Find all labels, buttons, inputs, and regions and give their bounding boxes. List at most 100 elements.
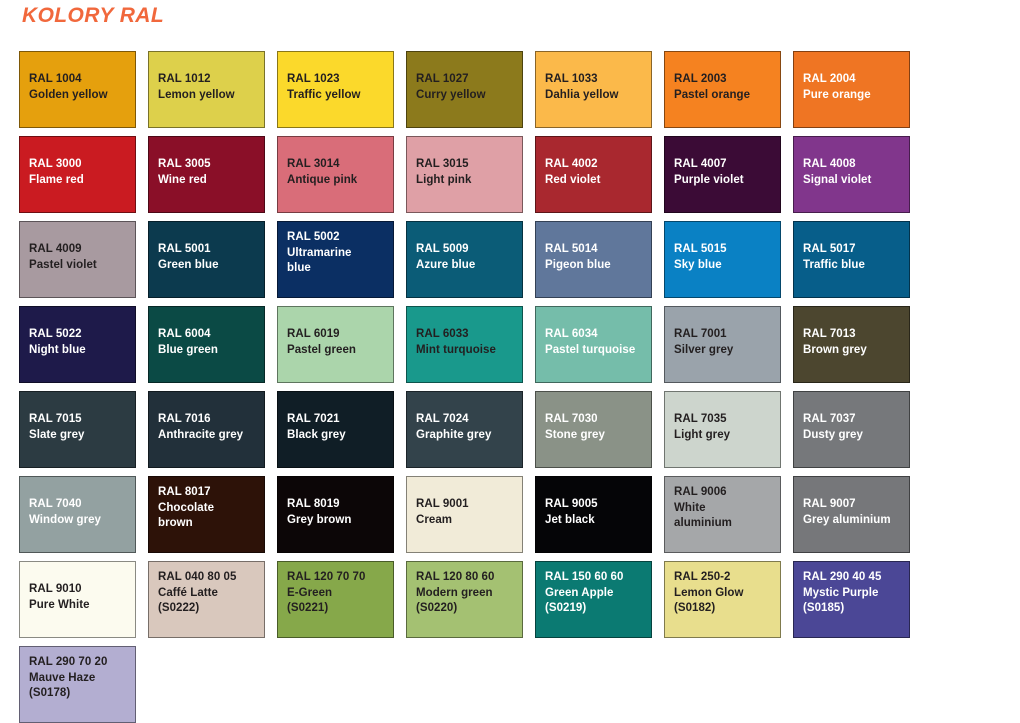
swatch-name: Traffic blue bbox=[803, 258, 865, 271]
swatch-reference-code: (S0221) bbox=[287, 602, 329, 614]
color-swatch[interactable]: RAL 6033 Mint turquoise bbox=[406, 306, 523, 383]
swatch-code: RAL 1023 bbox=[287, 73, 340, 85]
swatch-name: Dahlia yellow bbox=[545, 88, 619, 101]
color-swatch[interactable]: RAL 120 80 60 Modern green (S0220) bbox=[406, 561, 523, 638]
swatch-code: RAL 9010 bbox=[29, 583, 82, 595]
swatch-reference-code: (S0222) bbox=[158, 602, 200, 614]
color-swatch[interactable]: RAL 5002 Ultramarine blue bbox=[277, 221, 394, 298]
color-swatch[interactable]: RAL 120 70 70 E-Green (S0221) bbox=[277, 561, 394, 638]
swatch-code: RAL 6019 bbox=[287, 328, 340, 340]
color-swatch[interactable]: RAL 290 40 45 Mystic Purple (S0185) bbox=[793, 561, 910, 638]
color-swatch[interactable]: RAL 1012 Lemon yellow bbox=[148, 51, 265, 128]
color-swatch[interactable]: RAL 6004 Blue green bbox=[148, 306, 265, 383]
color-swatch[interactable]: RAL 7024 Graphite grey bbox=[406, 391, 523, 468]
color-swatch[interactable]: RAL 5015 Sky blue bbox=[664, 221, 781, 298]
color-swatch[interactable]: RAL 9006 White aluminium bbox=[664, 476, 781, 553]
swatch-code: RAL 7001 bbox=[674, 328, 727, 340]
color-swatch[interactable]: RAL 7030 Stone grey bbox=[535, 391, 652, 468]
swatch-name: Chocolate brown bbox=[158, 501, 215, 530]
swatch-reference-code: (S0182) bbox=[674, 602, 716, 614]
color-swatch[interactable]: RAL 250-2 Lemon Glow (S0182) bbox=[664, 561, 781, 638]
swatch-name: Red violet bbox=[545, 173, 601, 186]
color-swatch[interactable]: RAL 8019 Grey brown bbox=[277, 476, 394, 553]
swatch-code: RAL 9001 bbox=[416, 498, 469, 510]
swatch-name: Curry yellow bbox=[416, 88, 486, 101]
swatch-name: Flame red bbox=[29, 173, 84, 186]
color-swatch[interactable]: RAL 2003 Pastel orange bbox=[664, 51, 781, 128]
color-swatch[interactable]: RAL 8017 Chocolate brown bbox=[148, 476, 265, 553]
swatch-name: Slate grey bbox=[29, 428, 85, 441]
color-swatch[interactable]: RAL 5017 Traffic blue bbox=[793, 221, 910, 298]
swatch-code: RAL 2004 bbox=[803, 73, 856, 85]
color-swatch[interactable]: RAL 3005 Wine red bbox=[148, 136, 265, 213]
color-swatch[interactable]: RAL 1033 Dahlia yellow bbox=[535, 51, 652, 128]
color-swatch[interactable]: RAL 1023 Traffic yellow bbox=[277, 51, 394, 128]
swatch-name: Black grey bbox=[287, 428, 346, 441]
swatch-code: RAL 4007 bbox=[674, 158, 727, 170]
swatch-name: Pastel turquoise bbox=[545, 343, 636, 356]
color-swatch[interactable]: RAL 7013 Brown grey bbox=[793, 306, 910, 383]
color-swatch[interactable]: RAL 1004 Golden yellow bbox=[19, 51, 136, 128]
color-swatch[interactable]: RAL 7021 Black grey bbox=[277, 391, 394, 468]
page-title: KOLORY RAL bbox=[22, 4, 165, 27]
swatch-code: RAL 3014 bbox=[287, 158, 340, 170]
color-swatch[interactable]: RAL 4009 Pastel violet bbox=[19, 221, 136, 298]
swatch-reference-code: (S0178) bbox=[29, 687, 71, 699]
color-swatch[interactable]: RAL 5022 Night blue bbox=[19, 306, 136, 383]
color-swatch[interactable]: RAL 5009 Azure blue bbox=[406, 221, 523, 298]
color-swatch[interactable]: RAL 9007 Grey aluminium bbox=[793, 476, 910, 553]
color-swatch[interactable]: RAL 7040 Window grey bbox=[19, 476, 136, 553]
swatch-code: RAL 1027 bbox=[416, 73, 469, 85]
swatch-code: RAL 7040 bbox=[29, 498, 82, 510]
swatch-name: Ultramarine blue bbox=[287, 246, 352, 275]
swatch-name: Pigeon blue bbox=[545, 258, 611, 271]
color-swatch[interactable]: RAL 7037 Dusty grey bbox=[793, 391, 910, 468]
swatch-name: Mystic Purple bbox=[803, 586, 879, 599]
swatch-code: RAL 120 80 60 bbox=[416, 571, 495, 583]
swatch-code: RAL 7016 bbox=[158, 413, 211, 425]
swatch-code: RAL 2003 bbox=[674, 73, 727, 85]
swatch-code: RAL 5001 bbox=[158, 243, 211, 255]
swatch-name: Golden yellow bbox=[29, 88, 108, 101]
swatch-name: Silver grey bbox=[674, 343, 734, 356]
color-swatch[interactable]: RAL 3015 Light pink bbox=[406, 136, 523, 213]
swatch-code: RAL 7024 bbox=[416, 413, 469, 425]
color-swatch[interactable]: RAL 5001 Green blue bbox=[148, 221, 265, 298]
color-swatch[interactable]: RAL 1027 Curry yellow bbox=[406, 51, 523, 128]
color-swatch[interactable]: RAL 7016 Anthracite grey bbox=[148, 391, 265, 468]
swatch-name: Traffic yellow bbox=[287, 88, 361, 101]
swatch-name: Dusty grey bbox=[803, 428, 863, 441]
color-swatch[interactable]: RAL 6019 Pastel green bbox=[277, 306, 394, 383]
swatch-code: RAL 7013 bbox=[803, 328, 856, 340]
color-swatch[interactable]: RAL 9010 Pure White bbox=[19, 561, 136, 638]
swatch-code: RAL 5009 bbox=[416, 243, 469, 255]
color-swatch[interactable]: RAL 3000 Flame red bbox=[19, 136, 136, 213]
swatch-name: Pure orange bbox=[803, 88, 871, 101]
swatch-name: Pastel orange bbox=[674, 88, 751, 101]
color-swatch[interactable]: RAL 4007 Purple violet bbox=[664, 136, 781, 213]
swatch-name: Graphite grey bbox=[416, 428, 492, 441]
color-swatch[interactable]: RAL 3014 Antique pink bbox=[277, 136, 394, 213]
swatch-name: Grey brown bbox=[287, 513, 352, 526]
color-swatch[interactable]: RAL 6034 Pastel turquoise bbox=[535, 306, 652, 383]
color-swatch[interactable]: RAL 150 60 60 Green Apple (S0219) bbox=[535, 561, 652, 638]
swatch-name: Jet black bbox=[545, 513, 595, 526]
color-swatch[interactable]: RAL 040 80 05 Caffé Latte (S0222) bbox=[148, 561, 265, 638]
ral-color-chart-page: KOLORY RAL RAL 1004 Golden yellow RAL 1012… bbox=[19, 4, 910, 723]
color-swatch[interactable]: RAL 5014 Pigeon blue bbox=[535, 221, 652, 298]
swatch-code: RAL 8019 bbox=[287, 498, 340, 510]
swatch-name: White aluminium bbox=[674, 501, 732, 530]
color-swatch[interactable]: RAL 7015 Slate grey bbox=[19, 391, 136, 468]
color-swatch[interactable]: RAL 9001 Cream bbox=[406, 476, 523, 553]
color-swatch[interactable]: RAL 7001 Silver grey bbox=[664, 306, 781, 383]
color-swatch[interactable]: RAL 4002 Red violet bbox=[535, 136, 652, 213]
swatch-code: RAL 8017 bbox=[158, 486, 211, 498]
color-swatch[interactable]: RAL 9005 Jet black bbox=[535, 476, 652, 553]
color-swatch[interactable]: RAL 7035 Light grey bbox=[664, 391, 781, 468]
swatch-code: RAL 120 70 70 bbox=[287, 571, 366, 583]
swatch-code: RAL 9006 bbox=[674, 486, 727, 498]
swatch-code: RAL 250-2 bbox=[674, 571, 731, 583]
color-swatch[interactable]: RAL 2004 Pure orange bbox=[793, 51, 910, 128]
color-swatch[interactable]: RAL 4008 Signal violet bbox=[793, 136, 910, 213]
color-swatch[interactable]: RAL 290 70 20 Mauve Haze (S0178) bbox=[19, 646, 136, 723]
